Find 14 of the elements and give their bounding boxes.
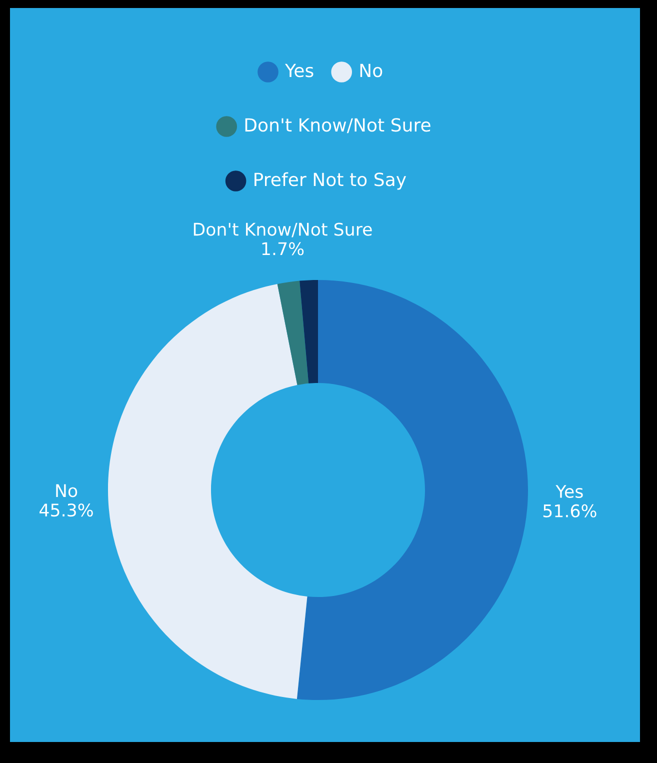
data-label: 45.3% xyxy=(40,503,93,517)
donut-slice xyxy=(108,284,308,699)
donut-slice xyxy=(300,280,318,384)
legend-label: Yes xyxy=(284,64,314,78)
donut-slice xyxy=(277,280,309,386)
slice-label: Yes xyxy=(556,485,583,498)
legend-label: Don't Know/Not Sure xyxy=(245,118,430,134)
donut-slice xyxy=(296,280,528,700)
slice-label: No xyxy=(56,484,78,498)
data-label: 51.6% xyxy=(543,504,596,518)
legend-label: No xyxy=(360,64,382,78)
legend-label: Prefer Not to Say xyxy=(254,172,406,190)
data-label: 1.7% xyxy=(262,242,304,256)
slice-label: Don't Know/Not Sure xyxy=(194,222,372,238)
